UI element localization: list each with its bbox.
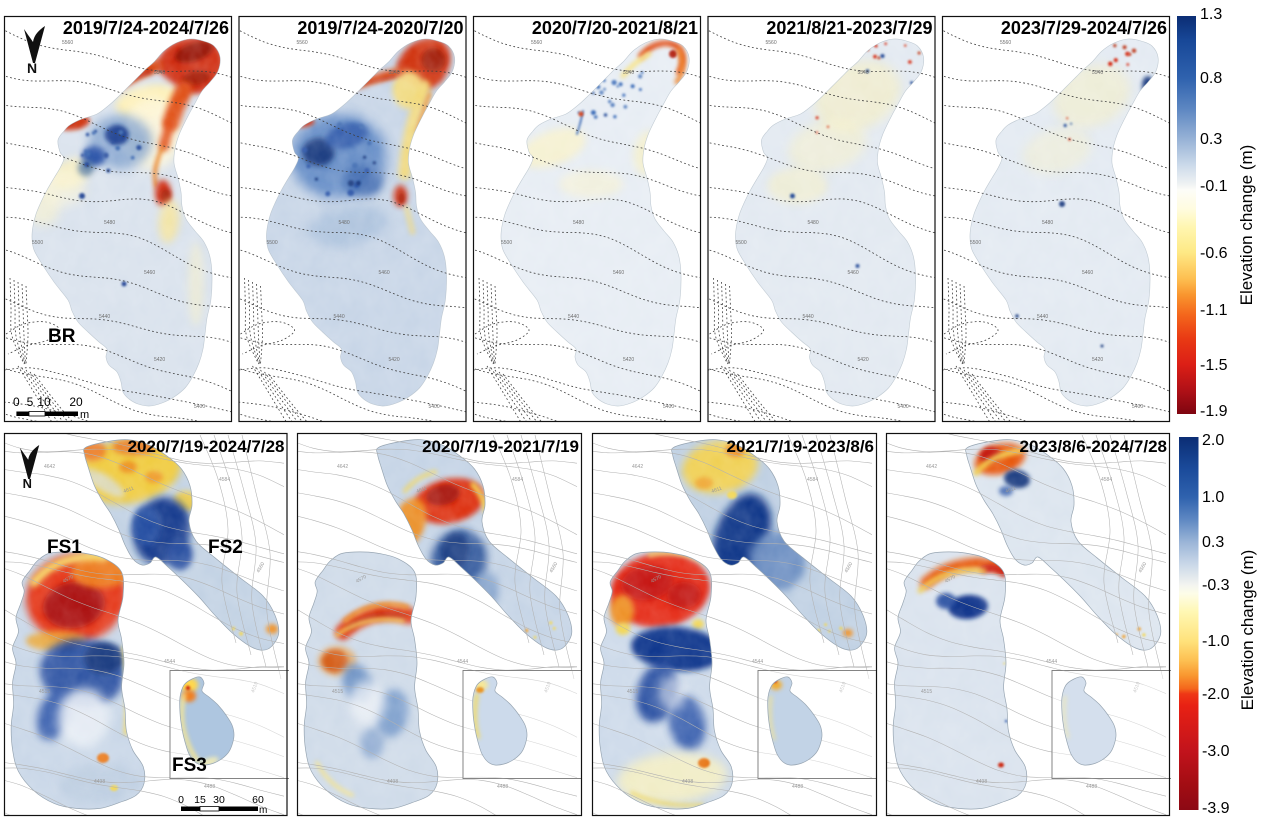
svg-text:-3.0: -3.0: [1202, 743, 1230, 760]
svg-text:2023/7/29-2024/7/26: 2023/7/29-2024/7/26: [1001, 18, 1167, 38]
svg-text:5: 5: [27, 395, 34, 409]
svg-text:2020/7/19-2021/7/19: 2020/7/19-2021/7/19: [422, 437, 579, 456]
svg-text:N: N: [23, 476, 32, 491]
svg-text:-1.9: -1.9: [1200, 403, 1228, 420]
svg-text:-1.5: -1.5: [1200, 357, 1228, 374]
svg-text:0: 0: [13, 395, 20, 409]
svg-text:0.8: 0.8: [1200, 70, 1222, 87]
svg-text:-2.0: -2.0: [1202, 686, 1230, 703]
svg-text:-1.0: -1.0: [1202, 633, 1230, 650]
svg-text:2.0: 2.0: [1202, 432, 1224, 449]
svg-text:1.0: 1.0: [1202, 489, 1224, 506]
svg-text:60: 60: [252, 794, 264, 806]
svg-text:-0.6: -0.6: [1200, 245, 1228, 262]
svg-text:2019/7/24-2020/7/20: 2019/7/24-2020/7/20: [297, 18, 463, 38]
svg-text:Elevation change (m): Elevation change (m): [1238, 550, 1257, 711]
svg-text:-0.1: -0.1: [1200, 178, 1228, 195]
svg-text:m: m: [259, 805, 267, 816]
svg-text:FS2: FS2: [208, 537, 243, 558]
svg-text:m: m: [80, 409, 89, 421]
svg-text:-1.1: -1.1: [1200, 302, 1228, 319]
svg-text:FS1: FS1: [47, 537, 82, 558]
svg-text:20: 20: [69, 395, 83, 409]
svg-text:2021/8/21-2023/7/29: 2021/8/21-2023/7/29: [766, 18, 932, 38]
svg-text:0.3: 0.3: [1200, 131, 1222, 148]
svg-text:10: 10: [37, 395, 51, 409]
svg-text:2021/7/19-2023/8/6: 2021/7/19-2023/8/6: [727, 437, 874, 456]
svg-text:-3.9: -3.9: [1202, 800, 1230, 817]
svg-text:2020/7/19-2024/7/28: 2020/7/19-2024/7/28: [128, 437, 285, 456]
svg-text:-0.3: -0.3: [1202, 577, 1230, 594]
svg-text:30: 30: [213, 794, 225, 806]
svg-text:BR: BR: [48, 326, 76, 347]
svg-text:2020/7/20-2021/8/21: 2020/7/20-2021/8/21: [532, 18, 698, 38]
svg-text:1.3: 1.3: [1200, 6, 1222, 23]
svg-text:2019/7/24-2024/7/26: 2019/7/24-2024/7/26: [63, 18, 229, 38]
svg-text:15: 15: [194, 794, 206, 806]
svg-text:Elevation change (m): Elevation change (m): [1237, 145, 1256, 306]
svg-text:0: 0: [178, 794, 184, 806]
svg-text:0.3: 0.3: [1202, 534, 1224, 551]
svg-text:FS3: FS3: [172, 755, 207, 776]
svg-text:2023/8/6-2024/7/28: 2023/8/6-2024/7/28: [1020, 437, 1167, 456]
svg-text:N: N: [27, 60, 37, 76]
